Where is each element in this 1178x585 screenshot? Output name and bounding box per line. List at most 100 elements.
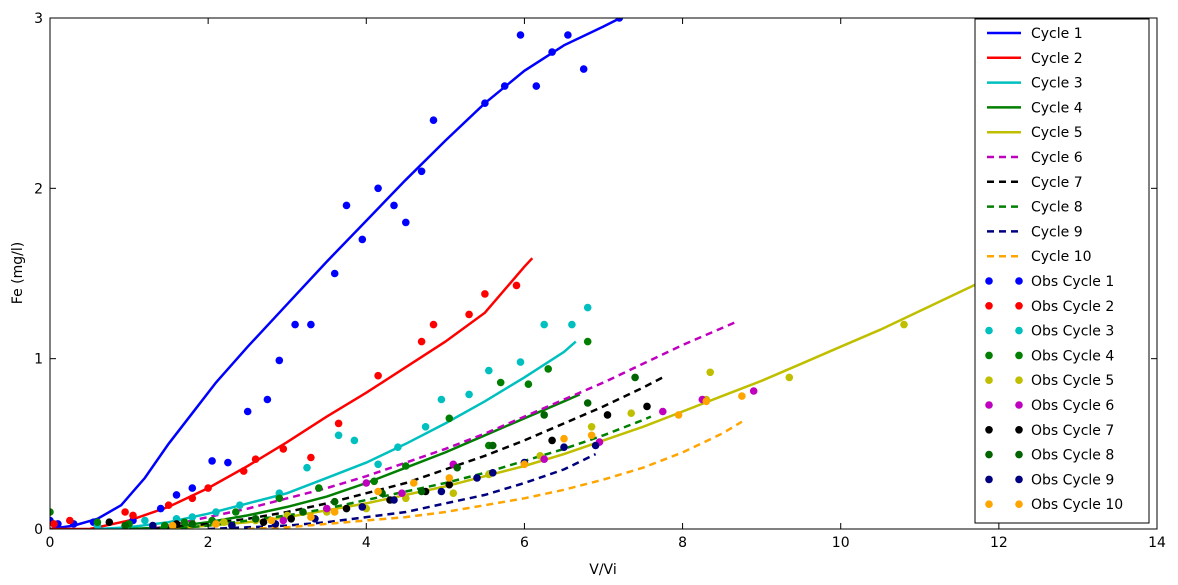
legend-marker (1015, 326, 1023, 335)
legend-label: Obs Cycle 8 (1031, 448, 1114, 464)
plot-area (50, 18, 1014, 529)
legend-label: Obs Cycle 7 (1031, 423, 1114, 439)
obs-point-cycle-1 (390, 201, 398, 210)
obs-point-cycle-2 (334, 419, 343, 428)
obs-point-cycle-8 (417, 487, 426, 496)
obs-point-cycle-8 (583, 399, 592, 407)
legend-label: Cycle 9 (1031, 224, 1083, 240)
legend-marker (1015, 475, 1023, 484)
obs-point-cycle-10 (168, 521, 177, 529)
y-tick-label: 3 (34, 11, 43, 27)
obs-point-cycle-1 (374, 184, 382, 193)
legend-label: Obs Cycle 4 (1031, 348, 1114, 364)
obs-point-cycle-2 (129, 511, 137, 520)
legend-marker (985, 401, 993, 409)
obs-point-cycle-9 (560, 443, 568, 452)
obs-point-cycle-1 (402, 218, 410, 227)
y-tick-label: 2 (34, 181, 43, 197)
obs-point-cycle-1 (330, 269, 339, 278)
obs-point-cycle-1 (500, 82, 509, 90)
obs-point-cycle-1 (307, 320, 315, 329)
x-tick-label: 2 (204, 535, 213, 551)
x-tick-label: 4 (362, 535, 371, 551)
legend-label: Obs Cycle 10 (1031, 497, 1123, 513)
obs-point-cycle-1 (481, 99, 489, 107)
obs-point-cycle-4 (370, 477, 379, 486)
obs-point-cycle-4 (50, 508, 54, 516)
obs-point-cycle-3 (236, 501, 244, 510)
obs-point-cycle-4 (496, 378, 505, 387)
legend-marker (985, 475, 993, 484)
series-line-cycle-6 (152, 320, 739, 529)
series-line-cycle-4 (129, 393, 581, 529)
plot-frame (49, 17, 1158, 530)
legend-label: Cycle 2 (1031, 51, 1083, 67)
obs-point-cycle-10 (560, 434, 568, 443)
legend-marker (985, 326, 993, 335)
legend: Cycle 1 Cycle 2 Cycle 3 Cycle 4 Cycle 5 Cycle… (974, 18, 1150, 524)
series-line-cycle-10 (247, 420, 743, 529)
obs-point-cycle-8 (330, 497, 339, 506)
obs-point-cycle-8 (188, 520, 197, 528)
obs-point-cycle-8 (299, 508, 307, 516)
obs-point-cycle-6 (323, 504, 331, 513)
obs-point-cycle-1 (188, 484, 197, 492)
obs-point-cycle-2 (121, 508, 129, 516)
obs-point-cycle-2 (481, 290, 489, 298)
obs-point-cycle-6 (398, 489, 406, 498)
obs-point-cycle-1 (243, 407, 252, 416)
legend-marker (1015, 302, 1023, 310)
obs-point-cycle-4 (315, 484, 323, 492)
y-tick-label: 1 (34, 352, 43, 368)
legend-marker (985, 376, 993, 385)
obs-point-cycle-1 (263, 395, 272, 404)
obs-point-cycle-9 (228, 521, 236, 529)
legend-label: Cycle 7 (1031, 175, 1083, 191)
obs-point-cycle-10 (674, 411, 683, 419)
obs-point-cycle-2 (251, 455, 260, 464)
obs-point-cycle-1 (291, 320, 299, 329)
legend-marker (985, 277, 993, 285)
obs-point-cycle-3 (350, 436, 359, 445)
obs-point-cycle-7 (342, 504, 351, 513)
legend-marker (1015, 450, 1023, 459)
obs-point-cycle-9 (437, 487, 446, 496)
obs-point-cycle-1 (516, 31, 525, 39)
legend-box (974, 18, 1150, 524)
obs-point-cycle-6 (362, 479, 371, 487)
obs-point-cycle-1 (172, 491, 181, 499)
obs-point-cycle-5 (627, 409, 635, 418)
obs-point-cycle-9 (591, 441, 600, 450)
obs-point-cycle-5 (587, 423, 596, 431)
obs-point-cycle-1 (564, 31, 572, 39)
legend-label: Obs Cycle 9 (1031, 472, 1114, 488)
legend-label: Cycle 6 (1031, 150, 1083, 166)
obs-point-cycle-5 (220, 518, 228, 526)
obs-point-cycle-3 (516, 358, 525, 366)
obs-point-cycle-7 (445, 480, 454, 489)
obs-point-cycle-3 (437, 395, 446, 404)
legend-label: Cycle 3 (1031, 76, 1083, 92)
obs-point-cycle-7 (287, 515, 296, 523)
obs-point-cycle-1 (342, 201, 351, 210)
x-axis-label: V/Vi (589, 562, 616, 578)
obs-point-cycle-10 (520, 460, 529, 469)
legend-marker (1015, 376, 1023, 385)
obs-point-cycle-7 (105, 518, 114, 526)
series-line-cycle-1 (50, 18, 618, 529)
legend-label: Obs Cycle 5 (1031, 373, 1114, 389)
obs-point-cycle-6 (749, 387, 758, 395)
obs-point-cycle-6 (659, 407, 667, 416)
obs-point-cycle-4 (93, 518, 102, 526)
legend-marker (985, 302, 993, 310)
legend-marker (985, 351, 993, 360)
obs-point-cycle-9 (473, 474, 481, 482)
obs-point-cycle-8 (251, 515, 260, 523)
obs-point-cycle-8 (631, 373, 639, 382)
obs-point-cycle-2 (417, 337, 426, 346)
obs-point-cycle-1 (224, 458, 232, 467)
obs-point-cycle-4 (445, 414, 454, 423)
legend-label: Obs Cycle 2 (1031, 299, 1114, 315)
x-tick-label: 14 (1148, 535, 1166, 551)
obs-point-cycle-5 (706, 368, 714, 377)
